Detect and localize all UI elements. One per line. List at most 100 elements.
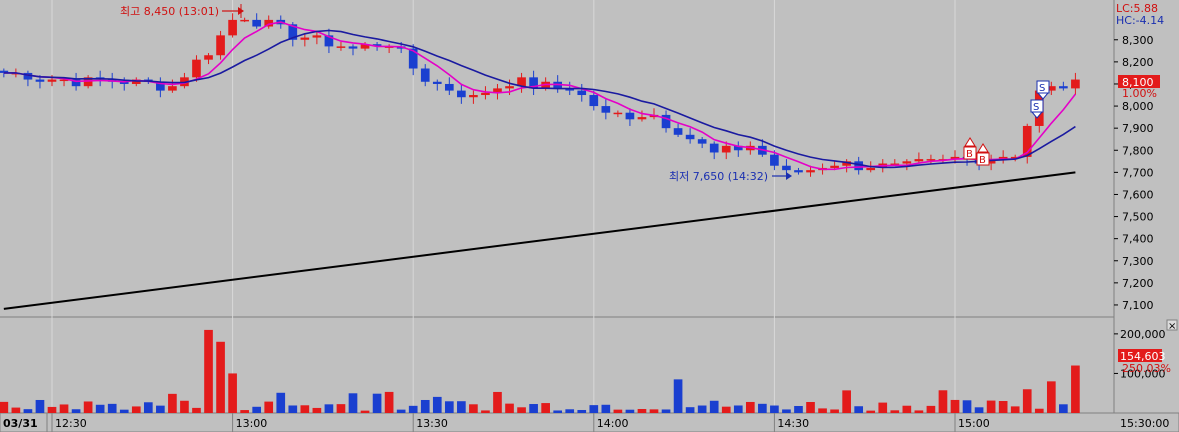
candle-body: [589, 95, 599, 107]
candle-body: [35, 79, 45, 82]
close-icon: ×: [1168, 321, 1176, 332]
candle-body: [577, 90, 587, 96]
volume-bar: [131, 406, 141, 413]
volume-bar: [577, 409, 587, 413]
volume-bar: [758, 403, 767, 413]
candle-body: [866, 167, 876, 171]
candle-body: [240, 19, 249, 22]
volume-bar: [192, 407, 201, 413]
candle-body: [228, 19, 237, 36]
high-annotation: 최고 8,450 (13:01): [120, 5, 219, 18]
candle-body: [613, 112, 623, 115]
ma-fast-line: [3, 21, 1077, 171]
current-volume-value: 154,603: [1120, 350, 1166, 363]
low-arrowhead: [786, 172, 792, 180]
candle-body: [408, 48, 418, 69]
candle-body: [637, 117, 647, 120]
volume-bar: [1059, 404, 1068, 413]
candle-body: [71, 79, 81, 87]
volume-bar: [119, 409, 129, 413]
volume-bar: [794, 405, 803, 413]
price-tick-label: 8,300: [1122, 34, 1154, 47]
volume-bar: [11, 407, 21, 413]
candle-body: [830, 165, 839, 168]
time-tick-label: 14:00: [597, 417, 629, 430]
volume-bar: [950, 399, 960, 413]
close-panel-button[interactable]: [1166, 319, 1178, 331]
candle-body: [529, 77, 538, 89]
volume-bar: [613, 409, 623, 413]
candle-body: [890, 163, 900, 166]
current-change-pct: 1.00%: [1122, 87, 1157, 100]
volume-bar: [180, 400, 189, 413]
candle-body: [902, 161, 912, 164]
volume-bar: [1071, 365, 1080, 413]
volume-bar: [481, 410, 490, 413]
candle-body: [685, 134, 695, 140]
volume-bar: [914, 410, 924, 413]
volume-bar: [0, 401, 9, 413]
volume-bar: [938, 390, 948, 413]
volume-bar: [637, 409, 647, 413]
candle-body: [372, 44, 382, 47]
volume-bar: [35, 399, 45, 413]
volume-bar: [252, 406, 262, 413]
candle-body: [131, 79, 141, 84]
volume-bar: [47, 406, 57, 413]
price-tick-label: 8,000: [1122, 100, 1154, 113]
candle-body: [264, 19, 274, 27]
volume-bar: [288, 405, 298, 413]
candle-body: [300, 37, 310, 40]
price-tick-label: 7,600: [1122, 188, 1154, 201]
volume-bar: [926, 405, 936, 413]
volume-bar: [601, 404, 611, 413]
candle-body: [481, 92, 490, 96]
time-tick-label: 14:30: [777, 417, 809, 430]
price-tick-label: 7,100: [1122, 299, 1154, 312]
price-panel-bg: [0, 0, 1114, 316]
volume-bar: [685, 407, 695, 413]
volume-bar: [71, 409, 81, 413]
candle-body: [444, 83, 454, 91]
price-tick-label: 7,900: [1122, 122, 1154, 135]
candle-body: [336, 46, 346, 48]
price-tick-label: 7,400: [1122, 233, 1154, 246]
volume-bar: [156, 405, 165, 413]
volume-bar: [312, 407, 322, 413]
candle-body: [457, 90, 466, 98]
candle-body: [673, 128, 683, 135]
current-price-tag: [1118, 75, 1160, 88]
moving-averages-layer: [3, 21, 1077, 171]
candle-body: [348, 46, 358, 49]
volume-bar: [806, 402, 815, 413]
candle-body: [23, 72, 33, 80]
volume-bar: [444, 401, 454, 413]
volume-bar: [854, 406, 864, 413]
time-tick-label: 15:00: [958, 417, 990, 430]
volume-bar: [878, 402, 888, 413]
volume-bar: [107, 403, 117, 413]
volume-bar: [649, 409, 659, 413]
price-tick-label: 7,700: [1122, 166, 1154, 179]
volume-bar: [745, 401, 755, 413]
trendline-layer: [3, 171, 1076, 310]
volume-bar: [709, 400, 719, 413]
volume-bar: [986, 400, 996, 413]
volume-bar: [168, 393, 177, 413]
current-price-value: 8,100: [1122, 76, 1154, 89]
candle-body: [1059, 86, 1068, 89]
candle-body: [1022, 125, 1032, 157]
volume-bar: [517, 407, 526, 413]
volume-bar: [228, 373, 237, 413]
time-end-label: 15:30:00: [1120, 417, 1169, 430]
volume-axis-ticks: 200,000 100,000: [1114, 328, 1166, 380]
volume-bar: [721, 406, 731, 413]
time-axis-bar: [0, 412, 1179, 432]
volume-bar: [998, 401, 1008, 413]
candle-body: [204, 55, 213, 60]
candle-body: [1046, 86, 1056, 91]
volume-bar: [360, 410, 370, 413]
time-axis-ticks: 12:30 13:00 13:30 14:00 14:30 15:00: [46, 413, 990, 432]
svg-text:B: B: [979, 155, 986, 166]
candle-body: [854, 161, 864, 171]
